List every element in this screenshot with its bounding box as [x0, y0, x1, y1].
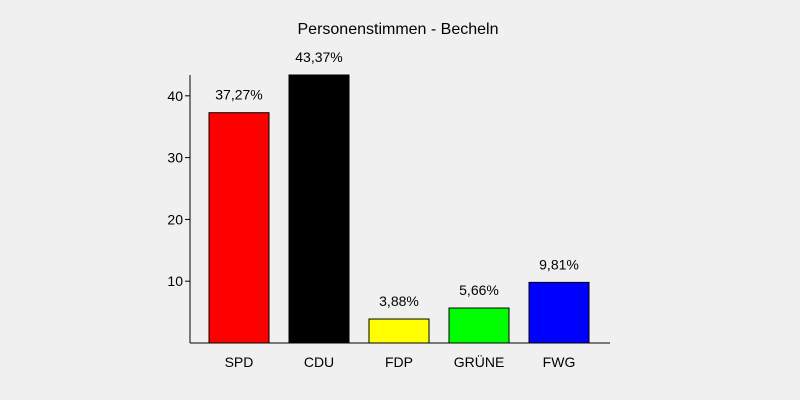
data-label: 5,66%: [459, 282, 499, 298]
chart-title: Personenstimmen - Becheln: [298, 21, 499, 38]
y-tick-label: 10: [167, 273, 183, 289]
y-tick-label: 20: [167, 211, 183, 227]
bar-fwg: [528, 281, 590, 344]
bar-spd: [208, 112, 270, 344]
bar-fdp: [368, 318, 430, 344]
data-label: 43,37%: [295, 49, 342, 65]
category-label: FWG: [543, 354, 576, 370]
y-tick-label: 40: [167, 88, 183, 104]
bar-grüne: [448, 307, 510, 344]
data-label: 9,81%: [539, 256, 579, 272]
bars-group: [208, 74, 590, 344]
y-axis: 10 20 30 40: [167, 75, 191, 343]
data-label: 3,88%: [379, 293, 419, 309]
data-label: 37,27%: [215, 87, 262, 103]
bar-labels-group: 37,27% 43,37% 3,88% 5,66% 9,81%: [215, 49, 579, 309]
bar-cdu: [288, 74, 350, 344]
category-label: FDP: [385, 354, 413, 370]
category-labels-group: SPD CDU FDP GRÜNE FWG: [225, 353, 576, 370]
y-tick-label: 30: [167, 150, 183, 166]
category-label: SPD: [225, 354, 254, 370]
category-label: CDU: [304, 354, 334, 370]
category-label: GRÜNE: [454, 353, 505, 370]
